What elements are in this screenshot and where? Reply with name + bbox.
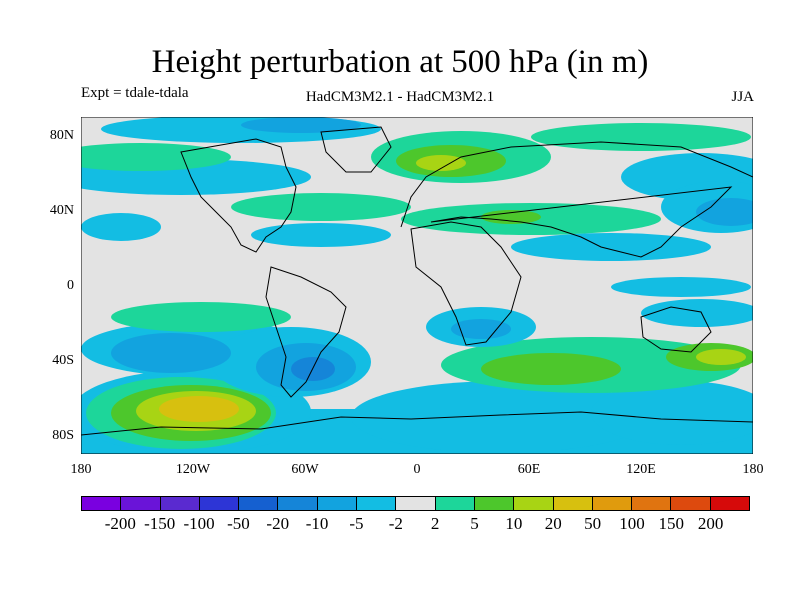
colorbar-label: 150 (658, 514, 685, 533)
colorbar-label: -200 (104, 514, 136, 533)
colorbar-segment (239, 497, 279, 510)
colorbar-label: -10 (305, 514, 329, 533)
colorbar-label: 2 (430, 514, 440, 533)
season-label: JJA (731, 89, 754, 105)
coastlines (81, 126, 753, 436)
colorbar-label: 200 (697, 514, 724, 533)
colorbar-segment (82, 497, 122, 510)
colorbar-label: -50 (227, 514, 250, 533)
colorbar (81, 496, 750, 511)
colorbar-label: 10 (505, 514, 523, 533)
colorbar-segment (710, 497, 750, 510)
model-label: HadCM3M2.1 - HadCM3M2.1 (305, 89, 495, 105)
colorbar-label: -2 (388, 514, 403, 533)
colorbar-label: -20 (266, 514, 290, 533)
lon-label-120w: 120W (175, 462, 211, 477)
colorbar-segment (357, 497, 397, 510)
colorbar-label: 20 (544, 514, 562, 533)
south-subtropical-band (111, 299, 753, 393)
map-title: Height perturbation at 500 hPa (in m) (151, 44, 649, 80)
lon-label-60w: 60W (291, 462, 319, 477)
colorbar-label: 100 (619, 514, 645, 533)
south-america-low (81, 321, 371, 397)
colorbar-segment (592, 497, 633, 510)
colorbar-label: -100 (183, 514, 215, 533)
lat-label-0: 0 (67, 278, 74, 293)
experiment-label: Expt = tdale-tdala (81, 85, 189, 101)
northern-hemisphere-anomalies (81, 117, 753, 297)
colorbar-segment (435, 497, 475, 510)
colorbar-segment (278, 497, 318, 510)
colorbar-segment (632, 497, 672, 510)
colorbar-label: -150 (144, 514, 176, 533)
australia-coast (640, 306, 712, 353)
south-pacific-high (86, 377, 276, 449)
colorbar-segment (121, 497, 161, 510)
colorbar-segment (396, 497, 436, 510)
greenland-coast (320, 126, 392, 173)
colorbar-label: 50 (584, 514, 602, 533)
lat-label-80n: 80N (49, 128, 74, 143)
africa-coast (410, 221, 522, 346)
lon-label-0: 0 (413, 462, 421, 477)
eurasia-coast (400, 141, 753, 258)
lon-label-180e: 180 (742, 462, 764, 477)
south-america-coast (265, 266, 347, 398)
colorbar-segment (474, 497, 515, 510)
colorbar-segment (671, 497, 711, 510)
colorbar-segment (199, 497, 240, 510)
colorbar-segment (317, 497, 358, 510)
colorbar-label: 5 (470, 514, 479, 533)
lat-label-80s: 80S (52, 428, 74, 443)
lat-label-40n: 40N (49, 203, 74, 218)
lon-label-180w: 180 (70, 462, 92, 477)
colorbar-segment (514, 497, 554, 510)
north-america-coast (180, 138, 297, 253)
colorbar-segment (553, 497, 593, 510)
lat-label-40s: 40S (52, 353, 74, 368)
colorbar-label: -5 (349, 514, 364, 533)
lon-label-60e: 60E (517, 462, 541, 477)
colorbar-segment (160, 497, 200, 510)
lon-label-120e: 120E (626, 462, 656, 477)
height-perturbation-map (81, 117, 753, 454)
antarctica-coast (81, 411, 753, 436)
